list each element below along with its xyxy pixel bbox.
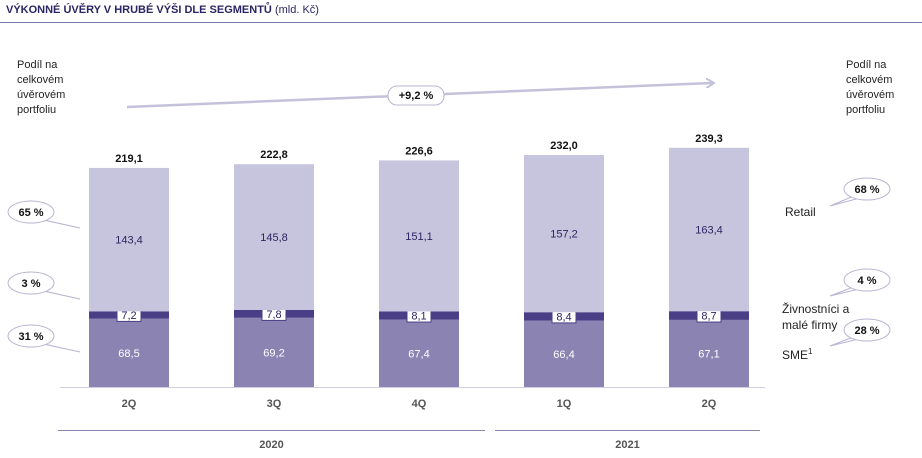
value-label: 157,2 [550,229,578,241]
bar-segment [379,160,459,312]
share-note-right-line: Podíl na [846,59,887,71]
share-bubble [7,324,55,348]
share-bubbles-layer: 65 % 3 % 31 % 68 % 4 % 28 % [7,177,891,353]
category-label: 1Q [557,398,572,410]
share-note-right-line: úvěrovém [846,89,895,101]
title-divider [0,22,922,23]
share-bubble-label: 65 % [18,207,43,219]
share-bubble [843,318,891,342]
category-label: 3Q [267,398,282,410]
total-label: 222,8 [260,149,288,161]
share-bubble-gap [26,214,36,220]
bar-segment [379,319,459,387]
share-note-right: Podíl na celkovém úvěrovém portfoliu [846,58,894,118]
value-label: 7,8 [266,309,281,321]
value-label: 67,1 [698,348,719,360]
value-label: 163,4 [695,225,723,237]
value-label: 69,2 [263,347,284,359]
share-note-right-line: portfoliu [846,104,886,116]
segment-label-sme-text: SME [782,348,809,362]
share-note-right-line: celkovém [846,74,893,86]
share-bubble-label: 3 % [22,278,41,290]
value-label: 143,4 [115,235,143,247]
value-label: 8,4 [556,311,571,323]
share-bubble-gap [862,282,872,288]
axis-layer: 2Q 3Q 4Q 1Q 2Q 2020 2021 [58,387,765,451]
value-label: 7,2 [121,310,136,322]
category-label: 2Q [122,398,137,410]
bar-segment [89,318,169,387]
chart-title-unit: (mld. Kč) [274,4,319,16]
bar-segment [669,319,749,387]
growth-label-pill [387,85,445,106]
segment-label-small-line: malé firmy [782,318,838,332]
share-bubble [843,177,891,201]
share-bubble-label: 68 % [854,184,879,196]
share-bubble-gap [862,191,872,197]
bar-segment [524,320,604,387]
total-label: 226,6 [405,145,433,157]
share-bubble-gap [26,285,36,291]
total-label: 239,3 [695,133,723,145]
total-label: 219,1 [115,153,143,165]
segment-label-sme: SME1 [782,344,812,363]
share-note-left-line: úvěrovém [17,89,66,101]
share-bubble [7,200,55,224]
segment-label-small-line: Živnostníci a [782,302,850,316]
value-label: 68,5 [118,348,139,360]
bar-segment [669,147,749,312]
share-note-left-line: portfoliu [17,104,57,116]
chart-title: VÝKONNÉ ÚVĚRY V HRUBÉ VÝŠI DLE SEGMENTŮ … [6,4,319,16]
year-label: 2021 [615,439,639,451]
segment-label-sme-footnote: 1 [808,347,813,356]
total-label: 232,0 [550,140,578,152]
value-label: 8,1 [411,311,426,323]
share-bubble [843,268,891,292]
bar-segment [234,164,314,310]
share-note-left: Podíl na celkovém úvěrovém portfoliu [17,58,65,118]
value-label: 151,1 [405,231,433,243]
value-label: 8,7 [701,311,716,323]
bars-layer: 68,5 7,2 143,4 219,1 69,2 7,8 145,8 222,8 67,4 8,… [89,133,749,387]
value-label: 66,4 [553,349,574,361]
segment-label-small-business: Živnostníci a malé firmy [782,301,849,333]
category-label: 4Q [412,398,427,410]
share-bubble-label: 28 % [854,325,879,337]
segment-label-retail: Retail [785,205,816,219]
share-bubble-label: 4 % [858,275,877,287]
growth-label: +9,2 % [399,90,434,102]
share-note-left-line: Podíl na [17,59,58,71]
chart-title-main: VÝKONNÉ ÚVĚRY V HRUBÉ VÝŠI DLE SEGMENTŮ [6,4,272,16]
value-label: 67,4 [408,348,429,360]
year-label: 2020 [259,439,283,451]
value-label: 145,8 [260,232,288,244]
share-bubble [7,271,55,295]
bar-segment [234,317,314,387]
bar-segment [524,155,604,313]
share-note-left-line: celkovém [17,74,64,86]
share-bubble-gap [862,332,872,338]
bar-segment [89,167,169,312]
share-bubble-gap [26,338,36,344]
category-label: 2Q [702,398,717,410]
growth-arrow-layer: +9,2 % [126,83,712,109]
share-bubble-label: 31 % [18,331,43,343]
